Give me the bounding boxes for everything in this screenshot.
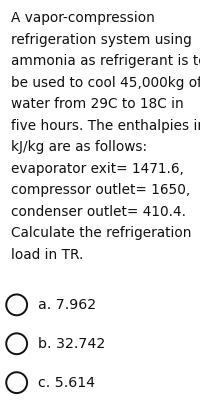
- Text: b. 32.742: b. 32.742: [38, 337, 105, 351]
- Text: kJ/kg are as follows:: kJ/kg are as follows:: [11, 140, 147, 154]
- Text: five hours. The enthalpies in: five hours. The enthalpies in: [11, 119, 200, 133]
- Text: A vapor-compression: A vapor-compression: [11, 11, 155, 25]
- Text: be used to cool 45,000kg of: be used to cool 45,000kg of: [11, 76, 200, 90]
- Text: water from 29C to 18C in: water from 29C to 18C in: [11, 97, 184, 111]
- Text: condenser outlet= 410.4.: condenser outlet= 410.4.: [11, 205, 186, 219]
- Text: c. 5.614: c. 5.614: [38, 376, 95, 389]
- Text: a. 7.962: a. 7.962: [38, 298, 96, 312]
- Text: refrigeration system using: refrigeration system using: [11, 33, 192, 46]
- Text: ammonia as refrigerant is to: ammonia as refrigerant is to: [11, 54, 200, 68]
- Text: load in TR.: load in TR.: [11, 248, 83, 262]
- Text: evaporator exit= 1471.6,: evaporator exit= 1471.6,: [11, 162, 184, 176]
- Text: Calculate the refrigeration: Calculate the refrigeration: [11, 226, 192, 240]
- Text: compressor outlet= 1650,: compressor outlet= 1650,: [11, 183, 190, 197]
